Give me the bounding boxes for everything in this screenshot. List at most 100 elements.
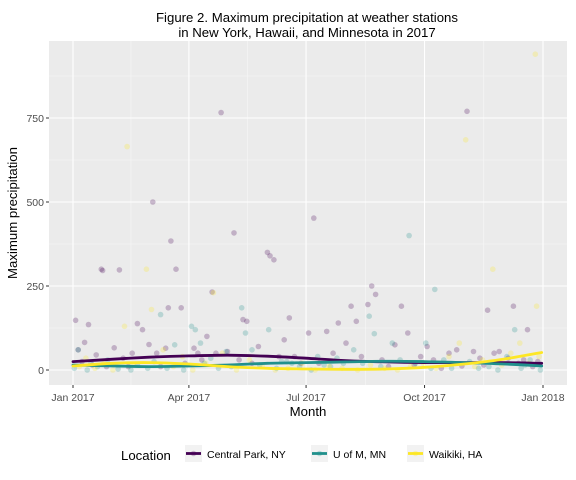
data-point [446, 353, 452, 360]
data-point [139, 326, 146, 333]
data-point [231, 230, 237, 236]
data-point [462, 137, 469, 143]
legend-key-point [316, 450, 323, 457]
x-tick-label: Jan 2018 [521, 392, 564, 404]
data-point [121, 323, 128, 330]
data-point [153, 350, 160, 357]
data-point [508, 350, 514, 357]
data-point [81, 339, 88, 346]
data-point [533, 303, 540, 310]
legend: Location Central Park, NY U of M, MN Waiki… [121, 445, 482, 463]
data-point [173, 266, 179, 273]
data-point [236, 357, 242, 363]
data-point [524, 326, 531, 333]
x-tick-label: Oct 2017 [403, 392, 446, 404]
x-tick-label: Jan 2017 [51, 392, 94, 404]
data-point [448, 365, 455, 372]
data-point [536, 353, 542, 360]
legend-key-point [412, 450, 419, 457]
data-point [128, 367, 134, 373]
data-point [249, 347, 255, 353]
data-point [218, 109, 224, 116]
x-tick-label: Jul 2017 [286, 392, 326, 404]
data-point [464, 108, 470, 115]
data-point [115, 366, 121, 372]
data-point [210, 289, 217, 296]
data-point [330, 350, 336, 357]
data-point [146, 341, 152, 348]
data-point [192, 326, 199, 333]
data-point [85, 321, 92, 328]
data-point [511, 326, 518, 333]
data-point [453, 347, 460, 353]
data-point [510, 303, 517, 310]
data-point [93, 352, 99, 358]
data-point [157, 311, 164, 318]
data-point [162, 345, 169, 352]
data-point [472, 363, 478, 370]
data-point [224, 348, 231, 355]
data-point [368, 283, 375, 289]
y-tick-label: 0 [38, 365, 44, 377]
data-point [238, 305, 245, 311]
data-point [99, 267, 106, 274]
data-point [240, 316, 246, 323]
data-point [405, 330, 411, 336]
data-point [392, 342, 398, 348]
data-point [353, 318, 360, 325]
data-point [75, 347, 81, 353]
data-point [343, 340, 349, 346]
data-point [475, 365, 482, 372]
data-point [496, 348, 503, 355]
data-point [143, 266, 150, 273]
data-point [517, 340, 523, 346]
grid-minor [49, 41, 567, 385]
data-point [160, 347, 166, 353]
legend-label: Waikiki, HA [429, 449, 482, 461]
data-point [255, 343, 262, 350]
data-point [233, 367, 240, 373]
data-point [148, 306, 155, 313]
data-point [365, 301, 371, 308]
legend-title: Location [121, 448, 171, 463]
data-point [423, 340, 429, 346]
data-point [171, 342, 178, 348]
data-point [456, 340, 463, 346]
data-point [335, 320, 342, 326]
data-point [246, 357, 253, 363]
data-point [267, 253, 273, 259]
data-point [470, 348, 477, 355]
data-point [406, 232, 412, 239]
data-point [199, 357, 205, 363]
data-point [398, 303, 405, 310]
data-point [491, 350, 497, 357]
data-point [188, 323, 195, 330]
data-point [180, 367, 187, 373]
data-point [424, 343, 430, 350]
data-point [366, 313, 373, 320]
smooth-layer [71, 351, 544, 371]
data-point [286, 315, 293, 321]
data-point [265, 326, 272, 333]
smooth-line [71, 351, 544, 371]
data-point [477, 355, 483, 362]
y-tick-label: 750 [26, 113, 44, 125]
data-point [537, 367, 544, 373]
data-point [490, 266, 496, 273]
data-point [168, 238, 174, 244]
data-point [191, 345, 197, 352]
y-tick-label: 500 [26, 197, 44, 209]
data-point [134, 320, 141, 327]
data-point [84, 367, 90, 373]
data-point [190, 367, 196, 373]
data-point [311, 215, 317, 221]
data-point [348, 303, 354, 310]
y-tick-label: 250 [26, 281, 44, 293]
data-point [486, 363, 492, 370]
chart-title-line1: Figure 2. Maximum precipitation at weath… [156, 10, 458, 25]
data-point [223, 348, 229, 355]
data-point [242, 330, 249, 336]
legend-label: Central Park, NY [207, 449, 286, 461]
data-point [124, 143, 130, 150]
